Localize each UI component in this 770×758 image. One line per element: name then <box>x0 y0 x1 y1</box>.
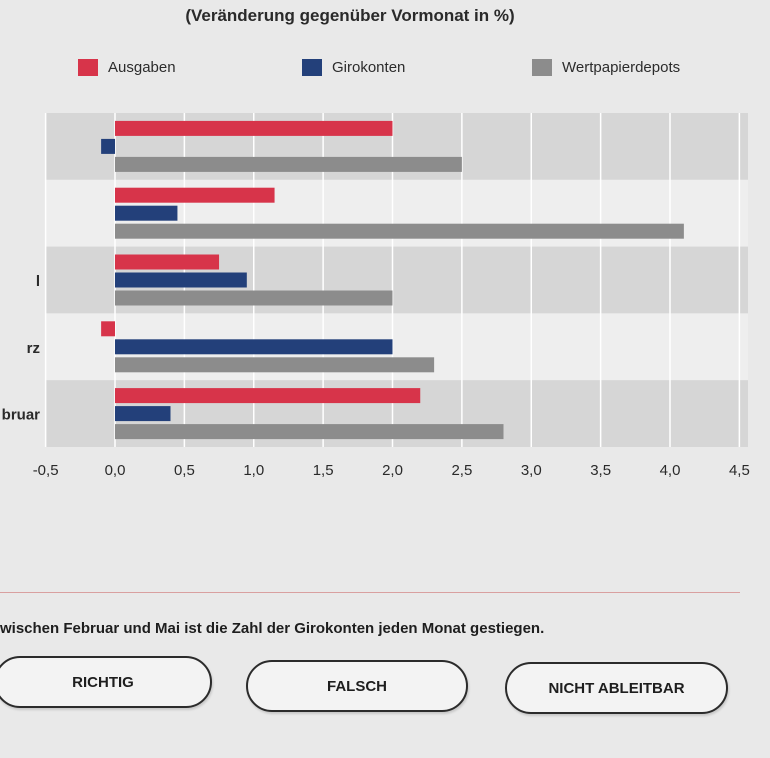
bar-wertpapierdepots-2 <box>115 290 393 306</box>
legend-item-girokonten: Girokonten <box>302 57 405 77</box>
x-tick-label: 1,5 <box>313 462 334 479</box>
legend-label-ausgaben: Ausgaben <box>108 58 176 76</box>
question-text: wischen Februar und Mai ist die Zahl der… <box>0 620 545 637</box>
bar-girokonten-3 <box>115 339 393 355</box>
x-tick-label: 4,0 <box>660 462 681 479</box>
category-label-3: rz <box>27 340 40 357</box>
legend-label-wertpapierdepots: Wertpapierdepots <box>562 58 681 76</box>
category-label-2: l <box>36 273 40 290</box>
bar-wertpapierdepots-1 <box>115 223 684 239</box>
legend-label-girokonten: Girokonten <box>332 58 406 76</box>
answer-falsch-button[interactable]: FALSCH <box>246 660 468 712</box>
bar-ausgaben-1 <box>115 187 275 203</box>
legend-swatch-ausgaben <box>78 58 98 76</box>
bar-girokonten-2 <box>115 272 247 288</box>
x-tick-label: -0,5 <box>33 462 59 479</box>
bar-girokonten-0 <box>101 138 115 154</box>
divider <box>0 592 740 593</box>
bar-ausgaben-3 <box>101 321 115 337</box>
x-tick-label: 0,0 <box>105 462 126 479</box>
legend-swatch-girokonten <box>302 58 322 76</box>
bar-ausgaben-2 <box>115 254 220 270</box>
answer-nicht-ableitbar-button[interactable]: NICHT ABLEITBAR <box>505 662 728 714</box>
x-tick-label: 2,0 <box>382 462 403 479</box>
chart-subtitle: (Veränderung gegenüber Vormonat in %) <box>185 6 515 25</box>
legend-item-ausgaben: Ausgaben <box>78 57 176 77</box>
x-tick-label: 0,5 <box>174 462 195 479</box>
answer-richtig-button[interactable]: RICHTIG <box>0 656 212 708</box>
x-tick-label: 2,5 <box>451 462 472 479</box>
bar-girokonten-4 <box>115 406 171 422</box>
category-label-4: bruar <box>2 407 41 424</box>
bar-wertpapierdepots-4 <box>115 424 504 440</box>
bar-chart: l rz bruar -0,5 0,0 0,5 1,0 1,5 2,0 2,5 3,0 3,5 4,0 4… <box>2 113 750 479</box>
legend-swatch-wertpapierdepots <box>532 58 552 76</box>
x-tick-label: 3,5 <box>590 462 611 479</box>
bar-wertpapierdepots-0 <box>115 156 462 172</box>
bar-ausgaben-4 <box>115 388 421 404</box>
x-tick-label: 4,5 <box>729 462 750 479</box>
legend-item-wertpapierdepots: Wertpapierdepots <box>532 57 680 77</box>
bar-ausgaben-0 <box>115 120 393 136</box>
bar-wertpapierdepots-3 <box>115 357 435 373</box>
x-tick-label: 1,0 <box>243 462 264 479</box>
bar-girokonten-1 <box>115 205 178 221</box>
x-tick-label: 3,0 <box>521 462 542 479</box>
